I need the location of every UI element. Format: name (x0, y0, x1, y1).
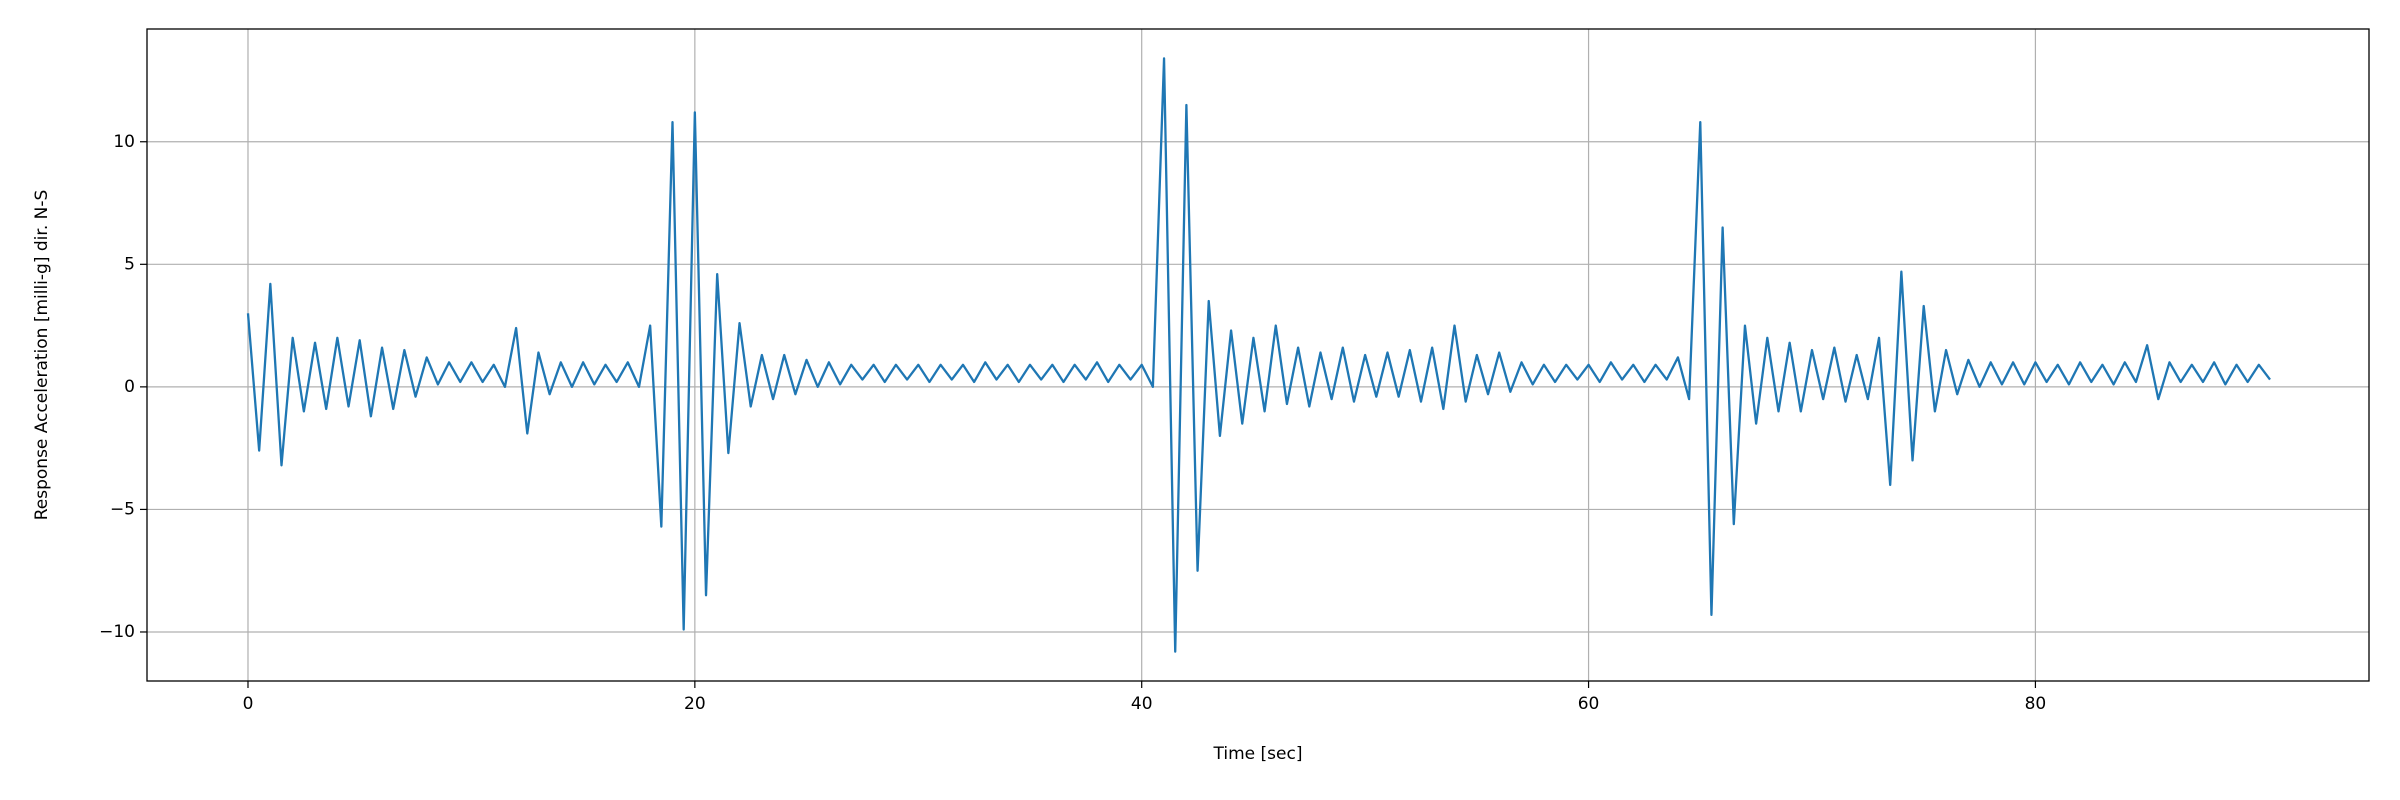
x-tick-label: 20 (684, 694, 706, 714)
y-tick-label: 10 (113, 132, 135, 152)
x-axis-label: Time [sec] (1213, 744, 1303, 764)
y-tick-label: 0 (124, 377, 135, 397)
x-tick-label: 40 (1131, 694, 1153, 714)
x-tick-label: 60 (1578, 694, 1600, 714)
grid-layer (147, 29, 2369, 681)
y-tick-label: 5 (124, 254, 135, 274)
x-tick-label: 0 (243, 694, 254, 714)
axes-frame (146, 28, 2370, 682)
signal-line (246, 57, 2271, 653)
y-tick-label: −5 (110, 499, 135, 519)
x-tick-label: 80 (2025, 694, 2047, 714)
tick-layer: 0 20 40 60 80 −10 −5 0 5 10 (99, 132, 2046, 714)
y-axis-label: Response Acceleration [milli-g] dir. N-S (32, 190, 52, 521)
y-tick-label: −10 (99, 622, 135, 642)
plot-layer (246, 57, 2271, 653)
